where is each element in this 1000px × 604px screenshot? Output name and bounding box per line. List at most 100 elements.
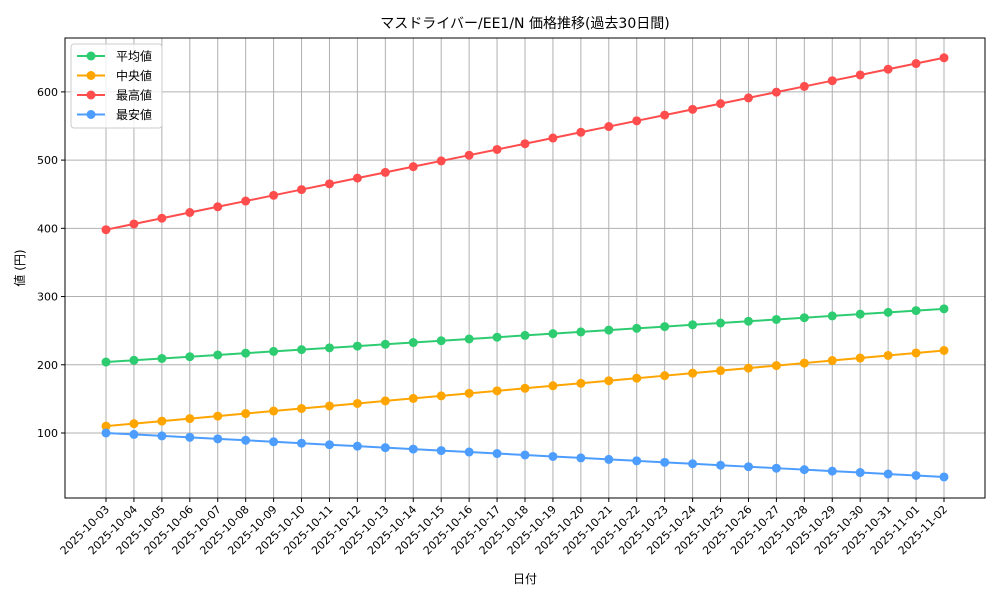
data-point bbox=[520, 139, 530, 149]
data-point bbox=[520, 383, 530, 393]
data-point bbox=[939, 304, 949, 314]
y-axis-label: 値 (円) bbox=[12, 249, 27, 286]
data-point bbox=[716, 366, 726, 376]
data-point bbox=[743, 93, 753, 103]
y-tick-label: 200 bbox=[37, 359, 58, 372]
data-point bbox=[855, 309, 865, 319]
legend-item: 中央値 bbox=[77, 68, 152, 83]
data-point bbox=[911, 306, 921, 316]
data-point bbox=[716, 99, 726, 109]
data-point bbox=[380, 167, 390, 177]
data-point bbox=[297, 438, 307, 448]
y-ticks: 100 200 300 400 500 600 bbox=[37, 86, 65, 440]
data-point bbox=[576, 327, 586, 337]
data-point bbox=[799, 313, 809, 323]
legend-swatch-marker bbox=[86, 110, 96, 119]
legend-label: 平均値 bbox=[116, 49, 152, 64]
data-point bbox=[101, 428, 111, 438]
x-axis-label: 日付 bbox=[513, 572, 537, 586]
data-point bbox=[352, 398, 362, 408]
data-point bbox=[827, 76, 837, 86]
data-point bbox=[101, 357, 111, 367]
data-point bbox=[101, 421, 111, 431]
data-point bbox=[185, 432, 195, 442]
data-point bbox=[771, 361, 781, 371]
data-point bbox=[855, 468, 865, 478]
data-point bbox=[688, 320, 698, 330]
y-tick-label: 500 bbox=[37, 154, 58, 167]
legend-label: 最安値 bbox=[116, 107, 152, 122]
series-3 bbox=[101, 428, 949, 482]
data-point bbox=[520, 330, 530, 340]
chart-title: マスドライバー/EE1/N 価格推移(過去30日間) bbox=[380, 16, 669, 32]
data-point bbox=[716, 460, 726, 470]
data-point bbox=[883, 307, 893, 317]
data-point bbox=[799, 358, 809, 368]
data-point bbox=[911, 470, 921, 480]
data-point bbox=[185, 352, 195, 362]
data-point bbox=[799, 465, 809, 475]
data-point bbox=[297, 185, 307, 195]
data-point bbox=[185, 208, 195, 218]
data-point bbox=[743, 363, 753, 373]
data-point bbox=[492, 332, 502, 342]
data-point bbox=[492, 144, 502, 154]
data-point bbox=[241, 196, 251, 206]
data-point bbox=[464, 334, 474, 344]
legend-swatch-marker bbox=[86, 51, 96, 61]
data-point bbox=[269, 190, 279, 200]
data-point bbox=[771, 463, 781, 473]
data-point bbox=[660, 110, 670, 120]
grid bbox=[65, 38, 985, 498]
data-point bbox=[548, 329, 558, 339]
data-point bbox=[464, 447, 474, 457]
legend-swatch-marker bbox=[86, 71, 96, 80]
data-point bbox=[241, 348, 251, 358]
x-ticks: 2025-10-032025-10-042025-10-052025-10-06… bbox=[58, 498, 950, 557]
data-point bbox=[408, 338, 418, 348]
legend-item: 平均値 bbox=[77, 49, 152, 64]
data-point bbox=[576, 378, 586, 388]
data-point bbox=[241, 409, 251, 419]
series-2 bbox=[101, 53, 949, 235]
data-point bbox=[269, 406, 279, 416]
data-point bbox=[352, 173, 362, 183]
series-group bbox=[101, 53, 949, 482]
data-point bbox=[157, 213, 167, 223]
data-point bbox=[911, 348, 921, 358]
data-point bbox=[213, 411, 223, 421]
data-point bbox=[129, 419, 139, 429]
legend-label: 中央値 bbox=[116, 68, 152, 83]
data-point bbox=[380, 443, 390, 453]
legend-box bbox=[70, 43, 163, 129]
data-point bbox=[492, 386, 502, 396]
data-point bbox=[436, 391, 446, 401]
data-point bbox=[464, 150, 474, 160]
data-point bbox=[660, 322, 670, 332]
data-point bbox=[324, 440, 334, 450]
data-point bbox=[576, 453, 586, 463]
data-point bbox=[632, 456, 642, 466]
data-point bbox=[352, 441, 362, 451]
data-point bbox=[157, 353, 167, 363]
data-point bbox=[716, 318, 726, 328]
data-point bbox=[269, 346, 279, 356]
series-0 bbox=[101, 304, 949, 367]
data-point bbox=[408, 444, 418, 454]
data-point bbox=[632, 373, 642, 383]
data-point bbox=[269, 437, 279, 447]
data-point bbox=[548, 133, 558, 143]
y-tick-label: 400 bbox=[37, 222, 58, 235]
data-point bbox=[632, 116, 642, 126]
data-point bbox=[548, 451, 558, 461]
data-point bbox=[604, 376, 614, 386]
data-point bbox=[129, 429, 139, 439]
data-point bbox=[771, 314, 781, 324]
data-point bbox=[604, 454, 614, 464]
data-point bbox=[297, 403, 307, 413]
data-point bbox=[520, 450, 530, 460]
data-point bbox=[576, 127, 586, 137]
data-point bbox=[883, 64, 893, 74]
data-point bbox=[632, 323, 642, 333]
